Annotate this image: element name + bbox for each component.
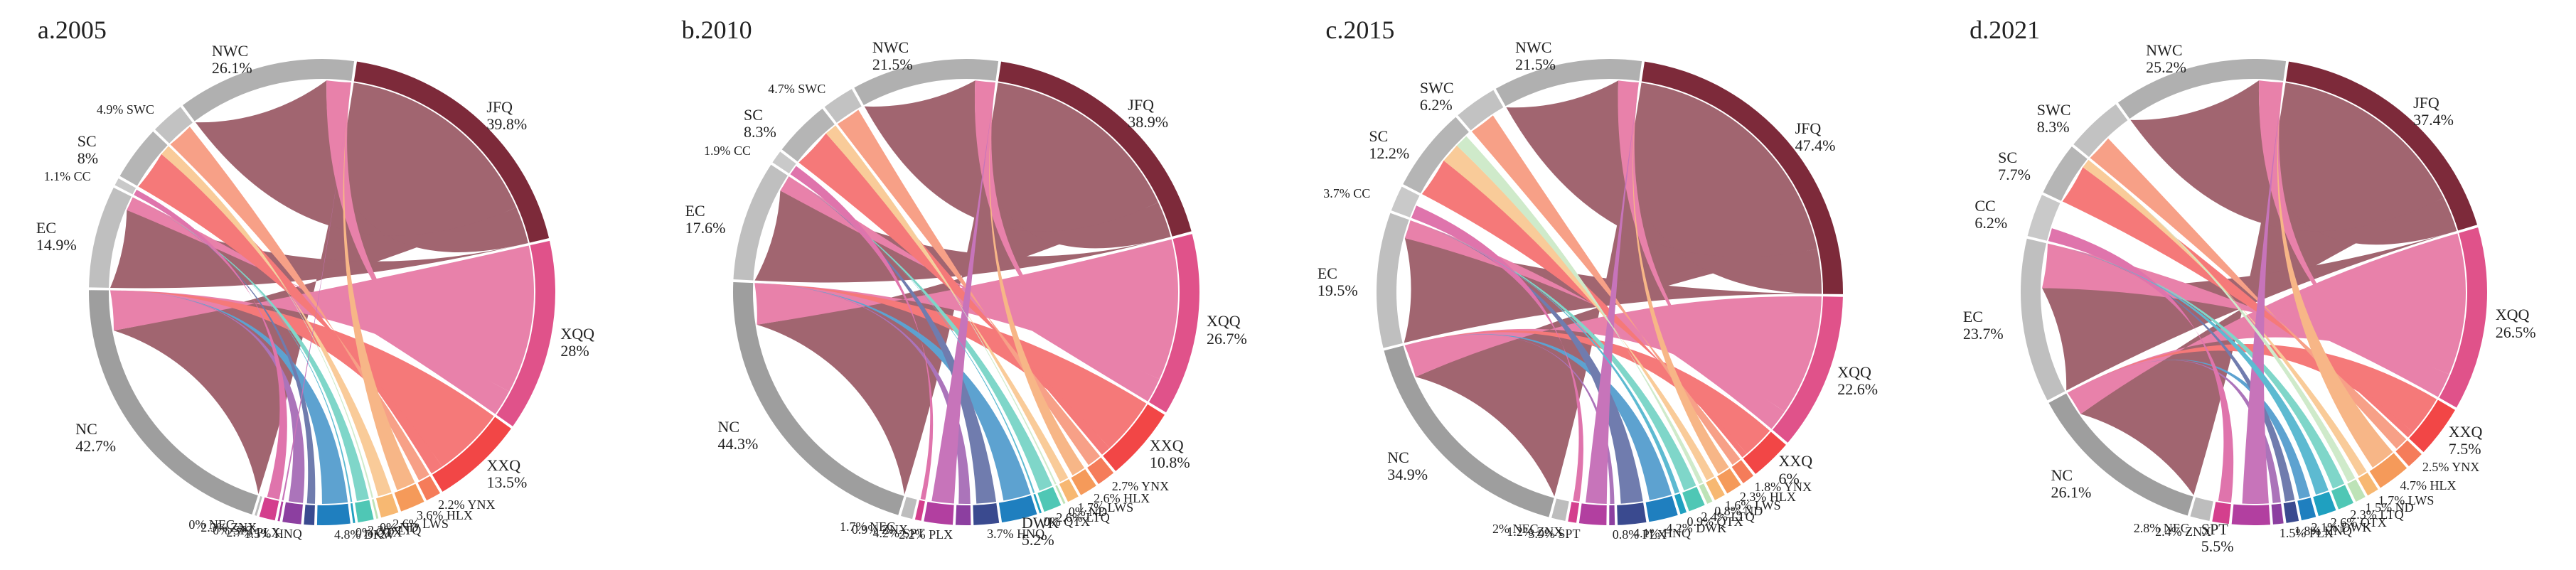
chord-arc-ZNX	[915, 500, 925, 521]
segment-label-CC: 1.9% CC	[704, 144, 751, 158]
chord-arc-SPT	[277, 501, 283, 521]
segment-label-SWC: SWC8.3%	[2037, 102, 2071, 136]
segment-label-SC: SC12.2%	[1369, 128, 1409, 162]
segment-label-JFQ: JFQ47.4%	[1795, 120, 1836, 154]
segment-label-EC: EC17.6%	[685, 203, 726, 237]
segment-label-CC: CC6.2%	[1974, 198, 2007, 232]
chord-arc-PLX	[956, 505, 971, 525]
segment-label-XQQ: XQQ22.6%	[1837, 364, 1878, 398]
segment-label-CC: 3.7% CC	[1323, 187, 1370, 201]
segment-label-NC: NC26.1%	[2051, 467, 2092, 501]
segment-label-CC: 1.1% CC	[44, 170, 91, 184]
segment-label-XQQ: XQQ26.5%	[2496, 306, 2536, 340]
chord-svg	[9, 8, 635, 562]
segment-label-NWC: NWC26.1%	[212, 43, 252, 77]
chord-arc-LWS	[376, 493, 398, 517]
segment-label-SWC: 4.7% SWC	[768, 82, 825, 97]
chord-panel-c: c.2015JFQ47.4%XQQ22.6%XXQ6%1.8% YNX2.3% …	[1297, 8, 1923, 562]
chord-arc-DKW	[317, 504, 351, 525]
chord-arc-HNQ	[973, 503, 999, 525]
chord-arc-PLX	[2272, 504, 2284, 525]
segment-label-NWC: NWC25.2%	[2146, 42, 2186, 76]
segment-label-EC: EC14.9%	[36, 220, 77, 254]
segment-label-XXQ: XXQ10.8%	[1150, 437, 1190, 471]
segment-label-SC: SC8%	[78, 133, 98, 167]
chord-panel-a: a.2005JFQ39.8%XQQ28%XXQ13.5%2.2% YNX3.6%…	[9, 8, 635, 562]
segment-label-NC: NC42.7%	[75, 421, 116, 455]
segment-label-DKW: 4.8% DKW	[334, 528, 395, 542]
segment-label-XXQ: XXQ7.5%	[2449, 424, 2483, 458]
segment-label-PLX: 1.5% PLX	[2280, 527, 2334, 541]
chord-arc-HNQ	[2284, 501, 2299, 522]
chord-arc-SPT	[924, 502, 953, 525]
segment-label-NEC: 0% NEC	[188, 518, 235, 532]
chord-arc-EC	[1377, 213, 1409, 348]
segment-label-SC: SC7.7%	[1998, 149, 2031, 183]
chord-arc-HNQ	[1618, 502, 1647, 525]
chord-svg	[1941, 8, 2567, 562]
segment-label-EC: EC19.5%	[1318, 265, 1358, 299]
chord-arc-NEC	[2191, 498, 2213, 521]
chord-panel-b: b.2010JFQ38.9%XQQ26.7%XXQ10.8%2.7% YNX2.…	[653, 8, 1279, 562]
segment-label-NWC: NWC21.5%	[872, 39, 913, 73]
chord-arc-DWK	[2297, 498, 2316, 520]
chord-figure-row: a.2005JFQ39.8%XQQ28%XXQ13.5%2.2% YNX3.6%…	[0, 0, 2576, 570]
chord-arc-PLX	[282, 502, 303, 525]
segment-label-SWC: 4.9% SWC	[97, 103, 154, 117]
segment-label-EC: EC23.7%	[1963, 308, 2004, 343]
segment-label-SC: SC8.3%	[744, 107, 776, 141]
chord-arc-NEC	[1551, 499, 1569, 521]
segment-label-NC: NC44.3%	[717, 419, 758, 453]
segment-label-YNX: 2.5% YNX	[2422, 461, 2479, 475]
segment-label-HNQ: 3.7% HNQ	[987, 527, 1044, 542]
segment-label-XQQ: XQQ26.7%	[1207, 313, 1247, 347]
chord-arc-PLX	[1610, 505, 1615, 525]
chord-arc-HNQ	[304, 505, 315, 525]
segment-label-NEC: 2% NEC	[1492, 522, 1539, 537]
segment-label-NWC: NWC21.5%	[1515, 39, 1556, 73]
chord-arc-LTQ	[355, 500, 373, 523]
segment-label-JFQ: JFQ37.4%	[2413, 95, 2454, 129]
chord-arc-SPT	[1579, 503, 1607, 525]
chord-arc-NEC	[901, 497, 917, 519]
chord-arc-QTX	[351, 503, 356, 523]
segment-label-XXQ: XXQ13.5%	[486, 457, 527, 491]
chord-svg	[653, 8, 1279, 562]
segment-label-JFQ: JFQ38.9%	[1128, 97, 1168, 131]
segment-label-NEC: 2.8% NEC	[2134, 522, 2189, 536]
chord-arc-ZNX	[260, 498, 279, 520]
segment-label-HLX: 4.7% HLX	[2400, 479, 2457, 493]
segment-label-NEC: 1.7% NEC	[840, 520, 895, 534]
segment-label-SWC: SWC6.2%	[1420, 80, 1454, 114]
chord-panel-d: d.2021JFQ37.4%XQQ26.5%XXQ7.5%2.5% YNX4.7…	[1941, 8, 2567, 562]
chord-arc-SPT	[2232, 505, 2270, 525]
segment-label-JFQ: JFQ39.8%	[486, 99, 527, 133]
segment-label-NC: NC34.9%	[1387, 449, 1428, 483]
chord-arc-QTX	[2313, 492, 2336, 516]
chord-arc-ZNX	[1568, 502, 1580, 522]
segment-label-PLX: 0.8% PLX	[1613, 528, 1667, 542]
segment-label-XQQ: XQQ28%	[560, 326, 594, 360]
